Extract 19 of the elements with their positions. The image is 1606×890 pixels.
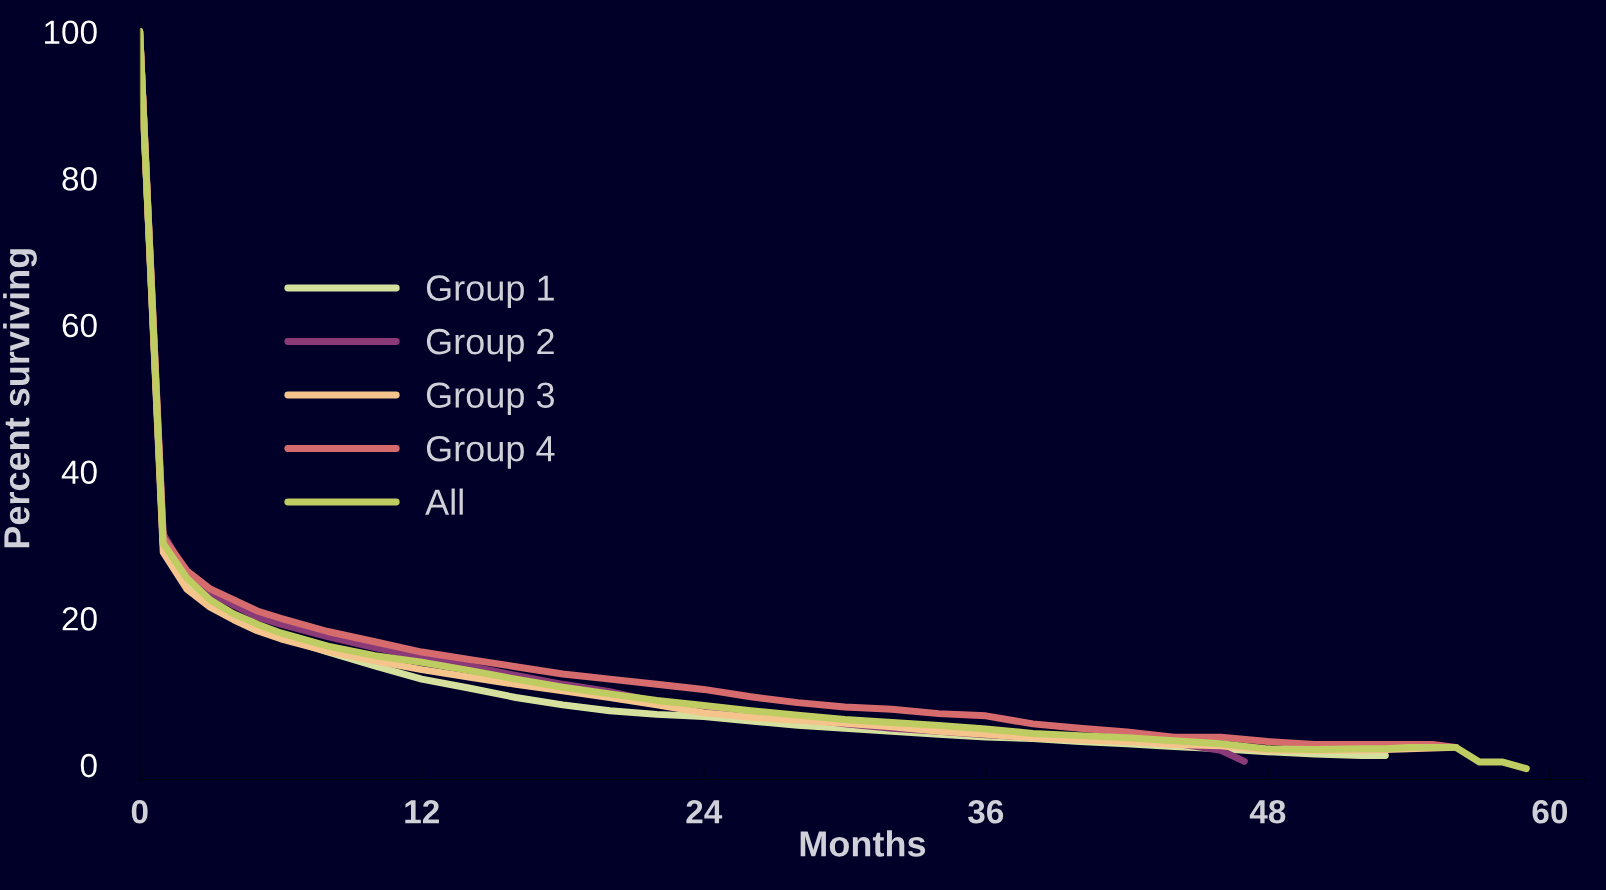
x-tick-label: 12 — [405, 799, 439, 824]
x-tick-label: 48 — [1249, 799, 1286, 824]
x-tick-label: 24 — [686, 799, 723, 824]
legend-label: Group 3 — [426, 382, 554, 416]
y-tick-label: 80 — [62, 167, 97, 191]
y-tick-label: 20 — [62, 607, 97, 631]
legend-label: Group 4 — [426, 435, 555, 469]
y-axis-title: Percent surviving — [3, 249, 37, 548]
y-tick-label: 100 — [44, 20, 97, 44]
legend-label: Group 2 — [426, 328, 554, 362]
y-tick-label: 0 — [80, 753, 97, 778]
y-tick-label: 60 — [62, 313, 97, 338]
y-tick-label: 40 — [61, 460, 97, 485]
legend-label: Group 1 — [426, 275, 554, 309]
x-tick-label: 60 — [1532, 799, 1568, 824]
x-tick-label: 36 — [968, 799, 1004, 824]
x-axis-title: Months — [800, 830, 926, 857]
x-tick-label: 0 — [131, 799, 148, 824]
legend-label: All — [425, 488, 463, 515]
